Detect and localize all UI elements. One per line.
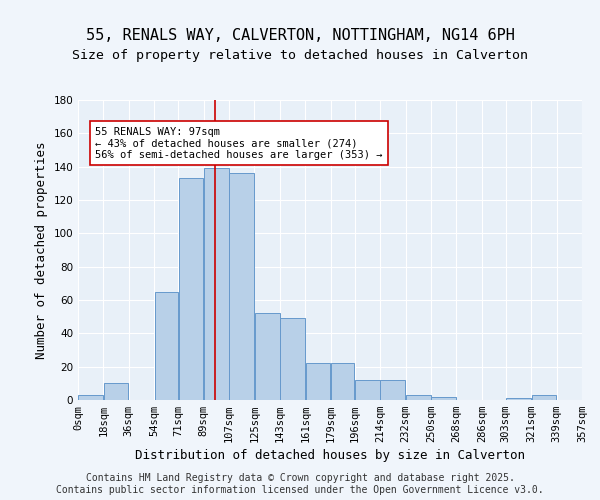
Text: Size of property relative to detached houses in Calverton: Size of property relative to detached ho…	[72, 50, 528, 62]
Bar	[179, 178, 203, 400]
Text: 55, RENALS WAY, CALVERTON, NOTTINGHAM, NG14 6PH: 55, RENALS WAY, CALVERTON, NOTTINGHAM, N…	[86, 28, 514, 42]
Bar	[204, 168, 229, 400]
Bar	[79, 395, 103, 400]
Bar	[355, 380, 380, 400]
Bar	[104, 384, 128, 400]
Y-axis label: Number of detached properties: Number of detached properties	[35, 141, 48, 359]
Text: 55 RENALS WAY: 97sqm
← 43% of detached houses are smaller (274)
56% of semi-deta: 55 RENALS WAY: 97sqm ← 43% of detached h…	[95, 126, 382, 160]
Bar	[380, 380, 405, 400]
Bar	[255, 314, 280, 400]
X-axis label: Distribution of detached houses by size in Calverton: Distribution of detached houses by size …	[135, 450, 525, 462]
Bar	[280, 318, 305, 400]
Bar	[331, 364, 355, 400]
Bar	[532, 395, 556, 400]
Bar	[155, 292, 178, 400]
Text: Contains HM Land Registry data © Crown copyright and database right 2025.
Contai: Contains HM Land Registry data © Crown c…	[56, 474, 544, 495]
Bar	[431, 396, 456, 400]
Bar	[506, 398, 531, 400]
Bar	[229, 174, 254, 400]
Bar	[305, 364, 331, 400]
Bar	[406, 395, 431, 400]
